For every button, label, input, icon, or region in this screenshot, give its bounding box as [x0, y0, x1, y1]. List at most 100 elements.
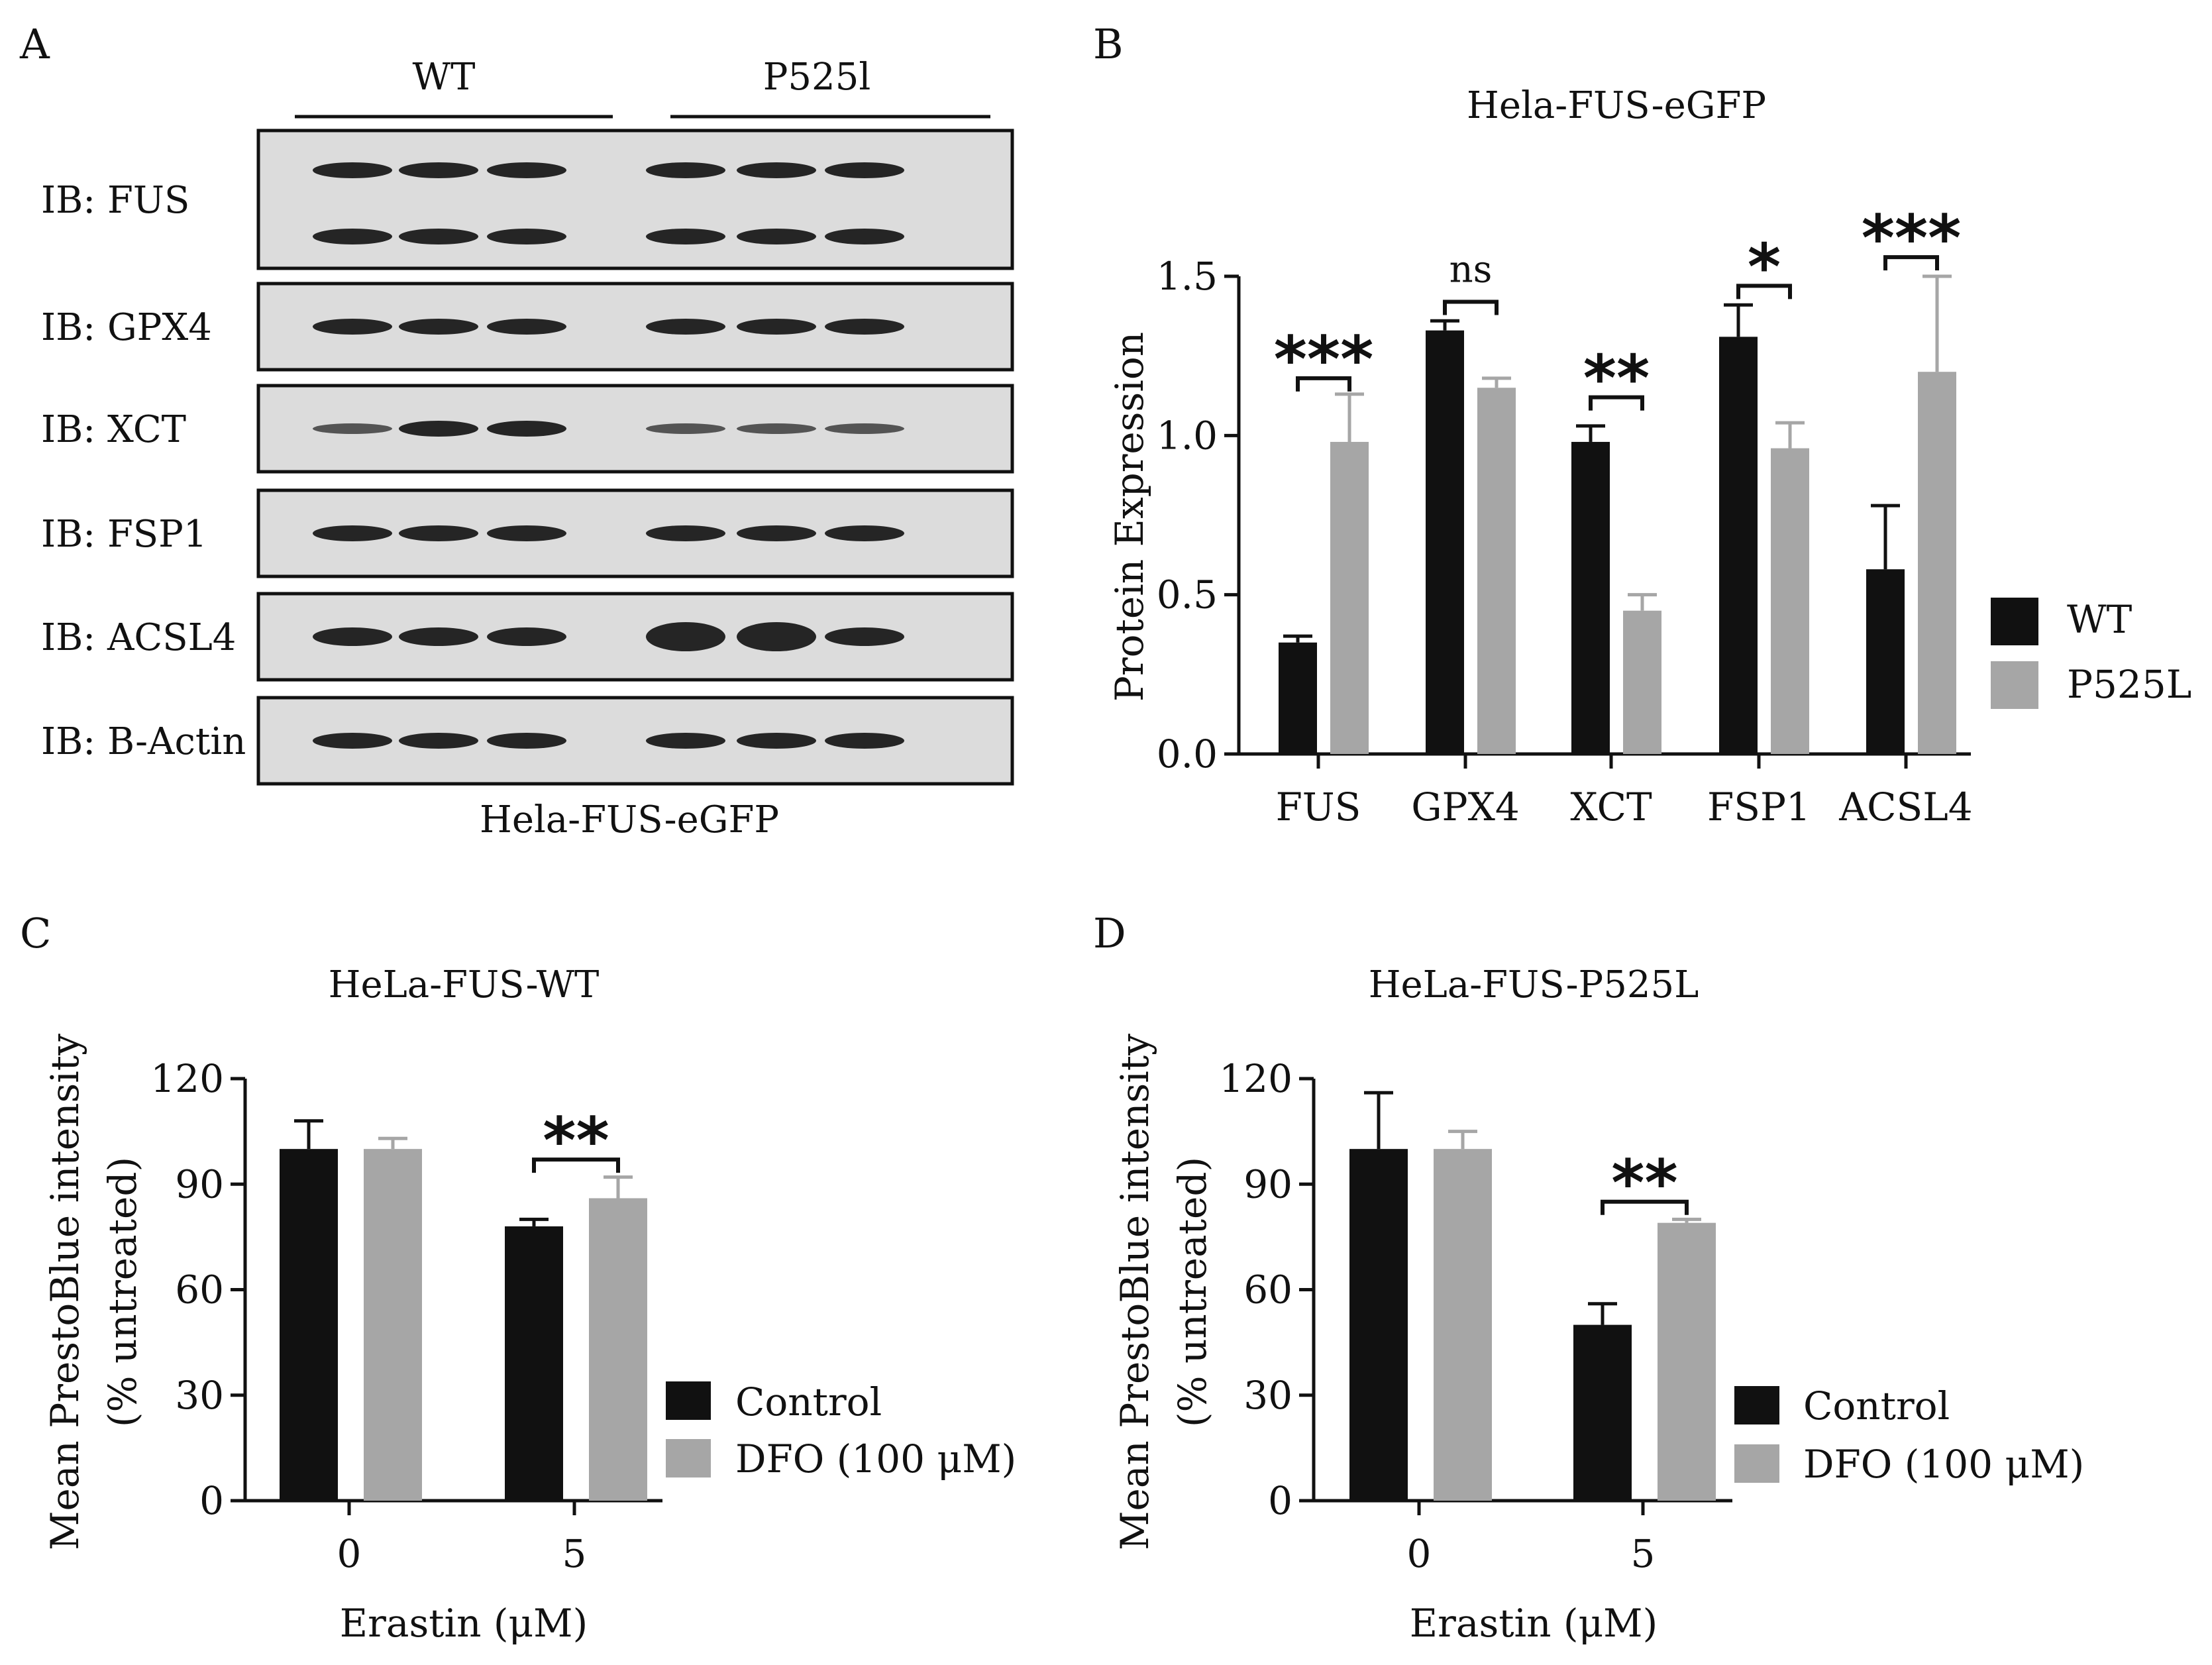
blot-band — [399, 162, 478, 178]
blot-band — [399, 733, 478, 749]
panel-b: B Hela-FUS-eGFP Protein Expression 0.0 0.… — [1093, 20, 2191, 830]
y-tick-label: 0 — [199, 1478, 224, 1523]
blot-row-label: IB: B-Actin — [41, 720, 246, 763]
blot-band — [313, 627, 392, 646]
blot-band — [399, 319, 478, 335]
y-tick-label: 30 — [175, 1373, 224, 1418]
chart-b-title: Hela-FUS-eGFP — [1467, 84, 1766, 127]
significance-label: ** — [1583, 342, 1650, 416]
y-tick-label: 0 — [1268, 1478, 1292, 1523]
blot-band — [487, 319, 566, 335]
legend-d-swatch-dfo — [1734, 1444, 1779, 1483]
blot-band — [646, 525, 725, 541]
y-tick-label: 30 — [1243, 1373, 1292, 1418]
x-tick-label: ACSL4 — [1838, 784, 1972, 830]
panel-d: D HeLa-FUS-P525L Mean PrestoBlue intensi… — [1093, 909, 2084, 1646]
blot-band — [646, 733, 725, 749]
bar-wt-fus — [1279, 642, 1317, 754]
bar-dfo-100-m--0 — [1434, 1149, 1492, 1501]
blot-band — [646, 229, 725, 244]
blot-band — [313, 229, 392, 244]
blot-row-label: IB: XCT — [41, 408, 186, 451]
blot-row-label: IB: FUS — [41, 179, 189, 222]
y-tick-label: 120 — [1219, 1056, 1292, 1101]
blot-row-label: IB: FSP1 — [41, 513, 207, 556]
legend-d-swatch-control — [1734, 1386, 1779, 1424]
significance-bracket — [1589, 395, 1644, 411]
blot-band — [487, 525, 566, 541]
panel-c-letter: C — [20, 909, 51, 957]
panel-b-letter: B — [1093, 20, 1124, 68]
x-tick-label: 0 — [1407, 1531, 1432, 1576]
significance-bracket — [1296, 376, 1351, 392]
x-tick-label: XCT — [1570, 784, 1652, 830]
bar-wt-fsp1 — [1719, 337, 1758, 754]
legend-c-swatch-control — [666, 1381, 711, 1420]
panel-d-letter: D — [1093, 909, 1126, 957]
blot-caption: Hela-FUS-eGFP — [480, 798, 779, 841]
bar-wt-xct — [1571, 441, 1610, 754]
significance-bracket — [1736, 284, 1792, 299]
y-tick-label: 1.0 — [1157, 413, 1218, 458]
legend-d-label-control: Control — [1803, 1383, 1950, 1428]
chart-d-ylabel: Mean PrestoBlue intensity — [1112, 1034, 1157, 1550]
x-tick-label: 5 — [1631, 1531, 1656, 1576]
significance-label: ** — [1611, 1146, 1677, 1220]
significance-label: *** — [1274, 323, 1374, 397]
blot-group-label-wt: WT — [413, 56, 476, 99]
bar-p525l-xct — [1623, 610, 1661, 754]
significance-bracket — [532, 1157, 620, 1173]
blot-group-label-p525l: P525l — [763, 56, 870, 99]
blot-band — [313, 423, 392, 434]
y-tick-label: 60 — [1243, 1267, 1292, 1313]
significance-bracket — [1883, 255, 1939, 271]
legend-c-label-control: Control — [735, 1379, 882, 1424]
chart-b-ylabel: Protein Expression — [1107, 332, 1152, 702]
blot-band — [399, 525, 478, 541]
x-tick-label: 0 — [337, 1531, 362, 1576]
bar-control-0 — [280, 1149, 338, 1501]
panel-c: C HeLa-FUS-WT Mean PrestoBlue intensity … — [20, 909, 1016, 1646]
blot-band — [646, 622, 725, 651]
x-tick-label: GPX4 — [1411, 784, 1520, 830]
legend-c-swatch-dfo — [666, 1439, 711, 1477]
legend-b-label-wt: WT — [2067, 597, 2133, 642]
significance-label: *** — [1862, 201, 1962, 276]
y-tick-label: 1.5 — [1157, 254, 1218, 299]
blot-row-fus — [256, 129, 1014, 270]
bar-wt-gpx4 — [1426, 330, 1464, 754]
chart-c-xlabel: Erastin (μM) — [340, 1601, 588, 1646]
bar-control-0 — [1349, 1149, 1408, 1501]
x-tick-label: FSP1 — [1707, 784, 1811, 830]
bar-p525l-acsl4 — [1918, 372, 1956, 754]
chart-d-ylabel2: (% untreated) — [1170, 1157, 1215, 1427]
blot-band — [737, 622, 816, 651]
legend-b-swatch-wt — [1991, 598, 2038, 645]
bar-p525l-fsp1 — [1771, 448, 1809, 754]
blot-band — [399, 421, 478, 437]
blot-band — [487, 162, 566, 178]
y-tick-label: 90 — [175, 1161, 224, 1207]
blot-band — [737, 162, 816, 178]
legend-b-swatch-p525l — [1991, 661, 2038, 709]
significance-label: * — [1748, 230, 1781, 304]
blot-band — [399, 627, 478, 646]
panel-a-letter: A — [19, 20, 50, 68]
blot-band — [737, 319, 816, 335]
blot-band — [487, 627, 566, 646]
significance-bracket — [1443, 299, 1499, 315]
significance-label: ns — [1449, 248, 1493, 291]
legend-b-label-p525l: P525L — [2067, 662, 2191, 707]
blot-band — [313, 733, 392, 749]
x-tick-label: FUS — [1276, 784, 1361, 830]
y-tick-label: 60 — [175, 1267, 224, 1313]
blot-band — [646, 319, 725, 335]
bar-control-5 — [505, 1226, 563, 1501]
bar-dfo-100-m--0 — [364, 1149, 422, 1501]
panel-a: A WT P525l IB: FUS IB: GPX4 IB: XCT IB: FSP… — [19, 20, 1014, 841]
blot-band — [737, 525, 816, 541]
chart-c: 0 30 60 90 120 0 5 ** — [150, 1056, 662, 1576]
x-tick-label: 5 — [562, 1531, 587, 1576]
y-tick-label: 0.0 — [1157, 731, 1218, 777]
